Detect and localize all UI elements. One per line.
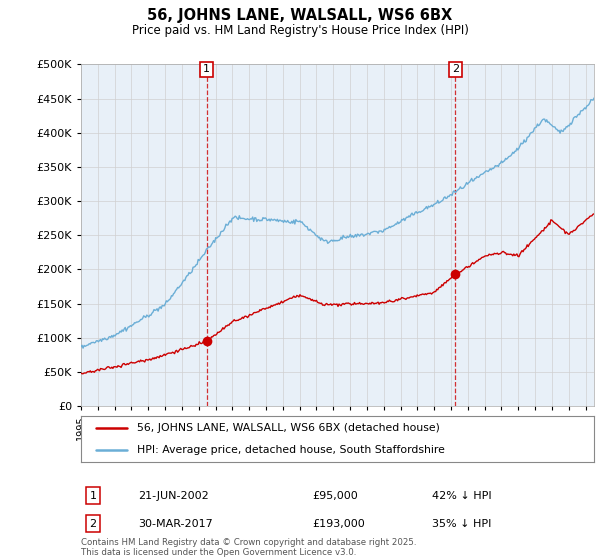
Text: 56, JOHNS LANE, WALSALL, WS6 6BX: 56, JOHNS LANE, WALSALL, WS6 6BX bbox=[148, 8, 452, 24]
Text: 30-MAR-2017: 30-MAR-2017 bbox=[138, 519, 213, 529]
Text: 1: 1 bbox=[89, 491, 97, 501]
Text: 21-JUN-2002: 21-JUN-2002 bbox=[138, 491, 209, 501]
Text: 42% ↓ HPI: 42% ↓ HPI bbox=[432, 491, 491, 501]
Text: 2: 2 bbox=[89, 519, 97, 529]
Text: £95,000: £95,000 bbox=[312, 491, 358, 501]
Text: Contains HM Land Registry data © Crown copyright and database right 2025.
This d: Contains HM Land Registry data © Crown c… bbox=[81, 538, 416, 557]
Text: £193,000: £193,000 bbox=[312, 519, 365, 529]
Text: 1: 1 bbox=[203, 64, 210, 74]
Text: HPI: Average price, detached house, South Staffordshire: HPI: Average price, detached house, Sout… bbox=[137, 445, 445, 455]
Text: 35% ↓ HPI: 35% ↓ HPI bbox=[432, 519, 491, 529]
Text: 2: 2 bbox=[452, 64, 459, 74]
Text: Price paid vs. HM Land Registry's House Price Index (HPI): Price paid vs. HM Land Registry's House … bbox=[131, 24, 469, 36]
Text: 56, JOHNS LANE, WALSALL, WS6 6BX (detached house): 56, JOHNS LANE, WALSALL, WS6 6BX (detach… bbox=[137, 423, 440, 433]
